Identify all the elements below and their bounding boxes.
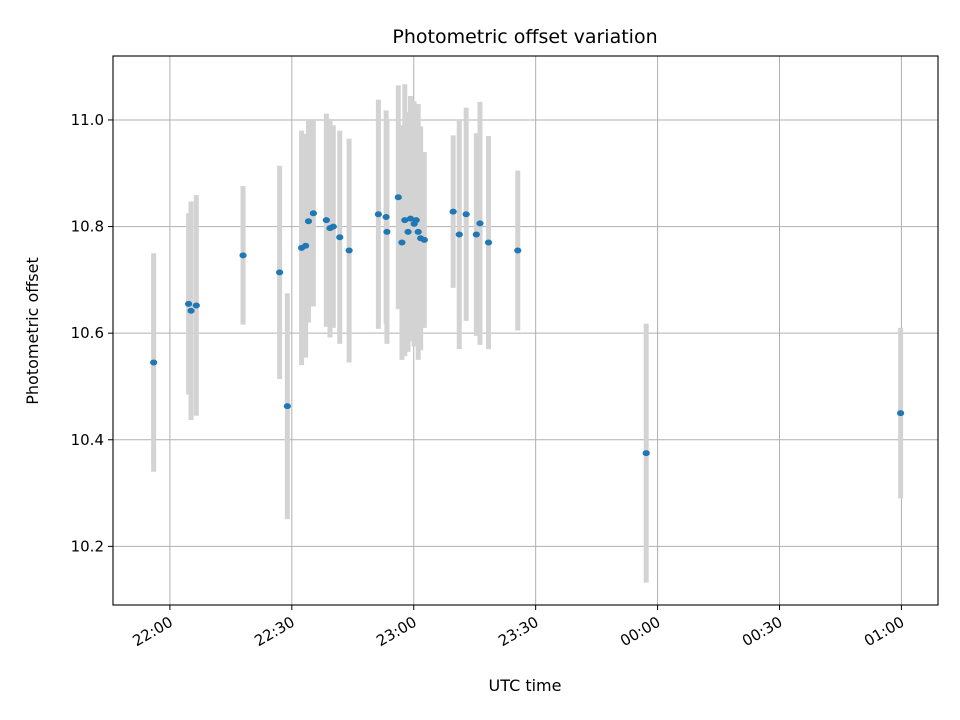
data-point xyxy=(345,247,353,254)
data-point xyxy=(283,403,291,410)
data-point xyxy=(514,247,522,254)
data-point xyxy=(484,239,493,246)
x-tick-label: 00:00 xyxy=(617,613,663,650)
x-axis-label: UTC time xyxy=(489,676,562,695)
data-point xyxy=(276,269,284,276)
data-point xyxy=(420,236,428,243)
x-tick-label: 00:30 xyxy=(739,613,785,650)
data-point xyxy=(897,410,905,417)
data-point xyxy=(472,231,480,238)
y-gridlines xyxy=(113,119,938,547)
y-tick-label: 10.4 xyxy=(71,431,104,449)
y-tick-label: 11.0 xyxy=(71,111,104,129)
data-point xyxy=(398,239,406,246)
x-tick-label: 01:00 xyxy=(861,613,907,650)
data-point xyxy=(304,218,313,225)
data-point xyxy=(239,252,247,259)
data-point xyxy=(462,211,470,218)
y-tick-label: 10.6 xyxy=(71,324,104,342)
y-tick-label: 10.2 xyxy=(71,537,104,555)
plot-frame xyxy=(112,55,939,606)
x-tick-label: 22:00 xyxy=(129,613,175,650)
data-point xyxy=(406,215,415,222)
data-point xyxy=(309,210,317,217)
chart-title: Photometric offset variation xyxy=(392,26,657,48)
y-axis: 10.2 10.4 10.6 10.8 11.0 xyxy=(71,111,113,555)
data-points xyxy=(150,194,905,457)
data-point xyxy=(383,228,391,235)
data-point xyxy=(476,220,484,227)
data-point xyxy=(336,234,344,241)
data-point xyxy=(187,307,195,314)
y-tick-label: 10.8 xyxy=(71,218,104,236)
data-point xyxy=(382,213,390,220)
x-tick-label: 23:30 xyxy=(495,613,541,650)
data-point xyxy=(192,302,200,309)
data-point xyxy=(322,217,330,224)
data-point xyxy=(412,217,420,224)
data-point xyxy=(414,228,422,235)
y-axis-label: Photometric offset xyxy=(23,257,42,405)
data-point xyxy=(374,211,382,218)
x-tick-label: 23:00 xyxy=(373,613,419,650)
data-point xyxy=(449,208,457,215)
data-point xyxy=(401,217,409,224)
data-point xyxy=(184,300,193,307)
x-tick-label: 22:30 xyxy=(251,613,297,650)
data-point xyxy=(404,228,412,235)
data-point xyxy=(302,242,310,249)
data-point xyxy=(642,450,650,457)
data-point xyxy=(150,359,158,366)
data-point xyxy=(329,223,337,230)
data-point xyxy=(455,231,463,238)
data-point xyxy=(394,194,402,201)
x-axis: 22:00 22:30 23:00 23:30 00:00 00:30 01:00 xyxy=(129,605,907,650)
